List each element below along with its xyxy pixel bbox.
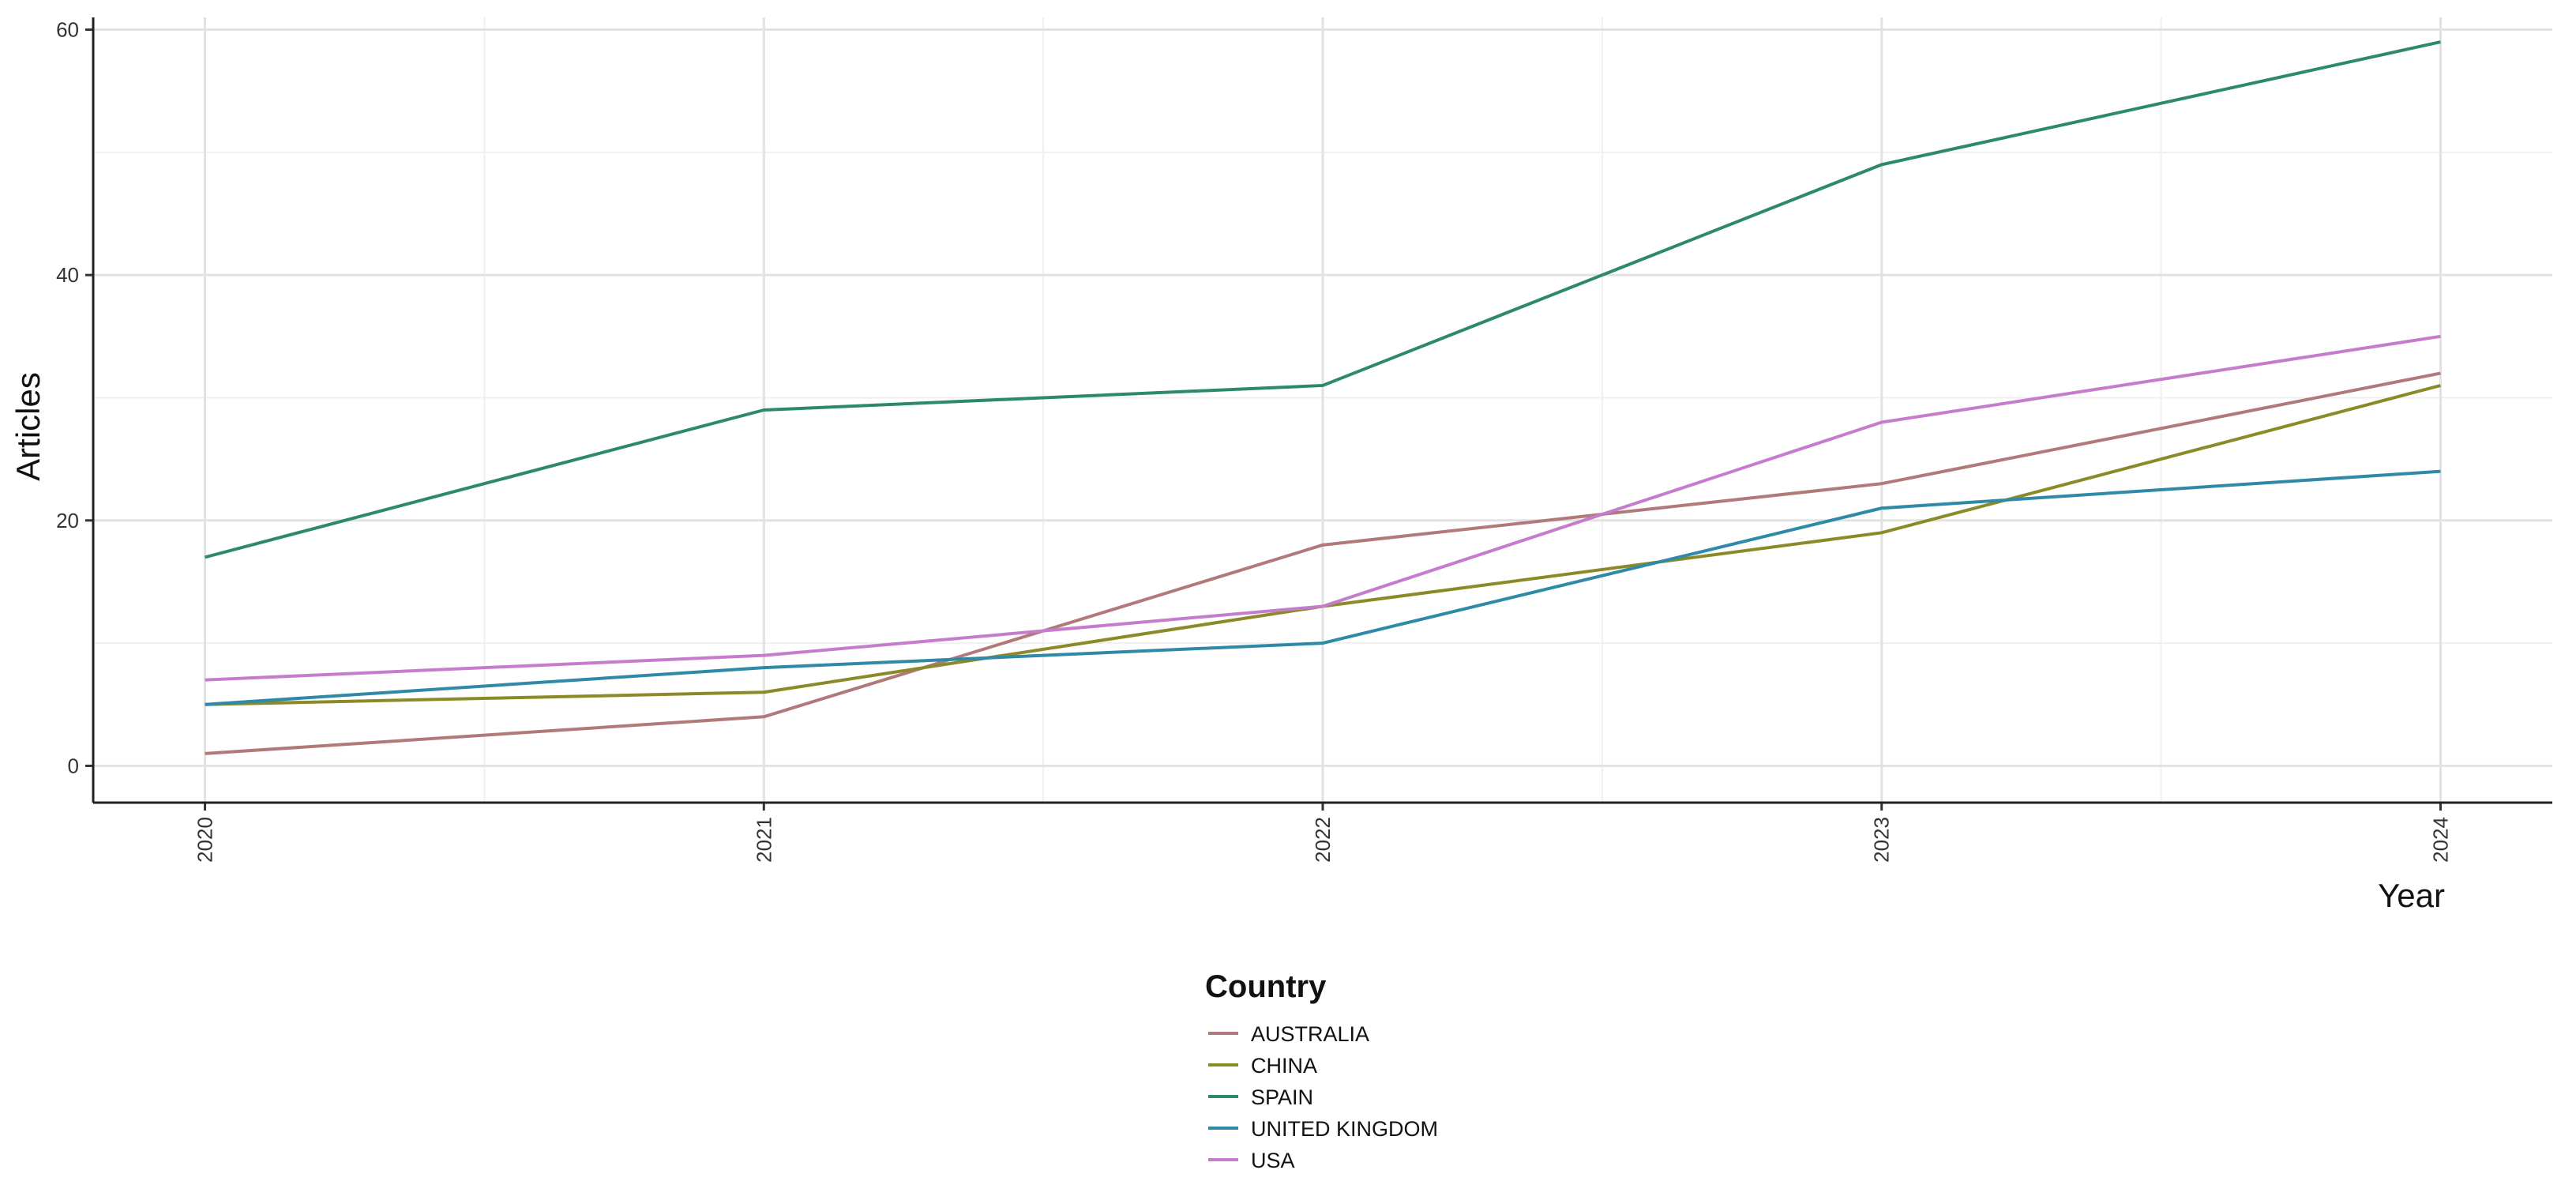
x-axis-title: Year bbox=[2378, 877, 2445, 914]
grid bbox=[93, 17, 2552, 803]
series-line-australia bbox=[205, 371, 2441, 755]
x-tick-label: 2021 bbox=[752, 817, 775, 863]
x-tick-label: 2024 bbox=[2428, 817, 2452, 863]
series-line-usa bbox=[205, 334, 2441, 682]
legend-title: Country bbox=[1205, 969, 1327, 1004]
y-axis-title: Articles bbox=[9, 372, 47, 481]
series-lines bbox=[205, 40, 2441, 755]
series-line-united-kingdom bbox=[205, 469, 2441, 706]
x-tick-label: 2022 bbox=[1311, 817, 1335, 863]
legend-label: AUSTRALIA bbox=[1251, 1022, 1369, 1046]
y-tick-label: 0 bbox=[68, 754, 79, 777]
legend-label: CHINA bbox=[1251, 1054, 1317, 1078]
axes bbox=[92, 17, 2552, 804]
legend-label: SPAIN bbox=[1251, 1085, 1313, 1109]
y-axis-ticks: 0 20 40 60 bbox=[56, 18, 93, 777]
y-tick-label: 60 bbox=[56, 18, 79, 42]
legend-label: USA bbox=[1251, 1149, 1295, 1172]
x-tick-label: 2020 bbox=[193, 817, 217, 863]
x-tick-label: 2023 bbox=[1870, 817, 1894, 863]
legend-label: UNITED KINGDOM bbox=[1251, 1117, 1438, 1141]
x-axis-ticks: 2020 2021 2022 2023 2024 bbox=[193, 803, 2452, 863]
y-tick-label: 20 bbox=[56, 509, 79, 532]
y-tick-label: 40 bbox=[56, 263, 79, 287]
series-line-spain bbox=[205, 40, 2441, 559]
legend: Country AUSTRALIA CHINA SPAIN UNITED KINGDO… bbox=[1205, 969, 1438, 1172]
